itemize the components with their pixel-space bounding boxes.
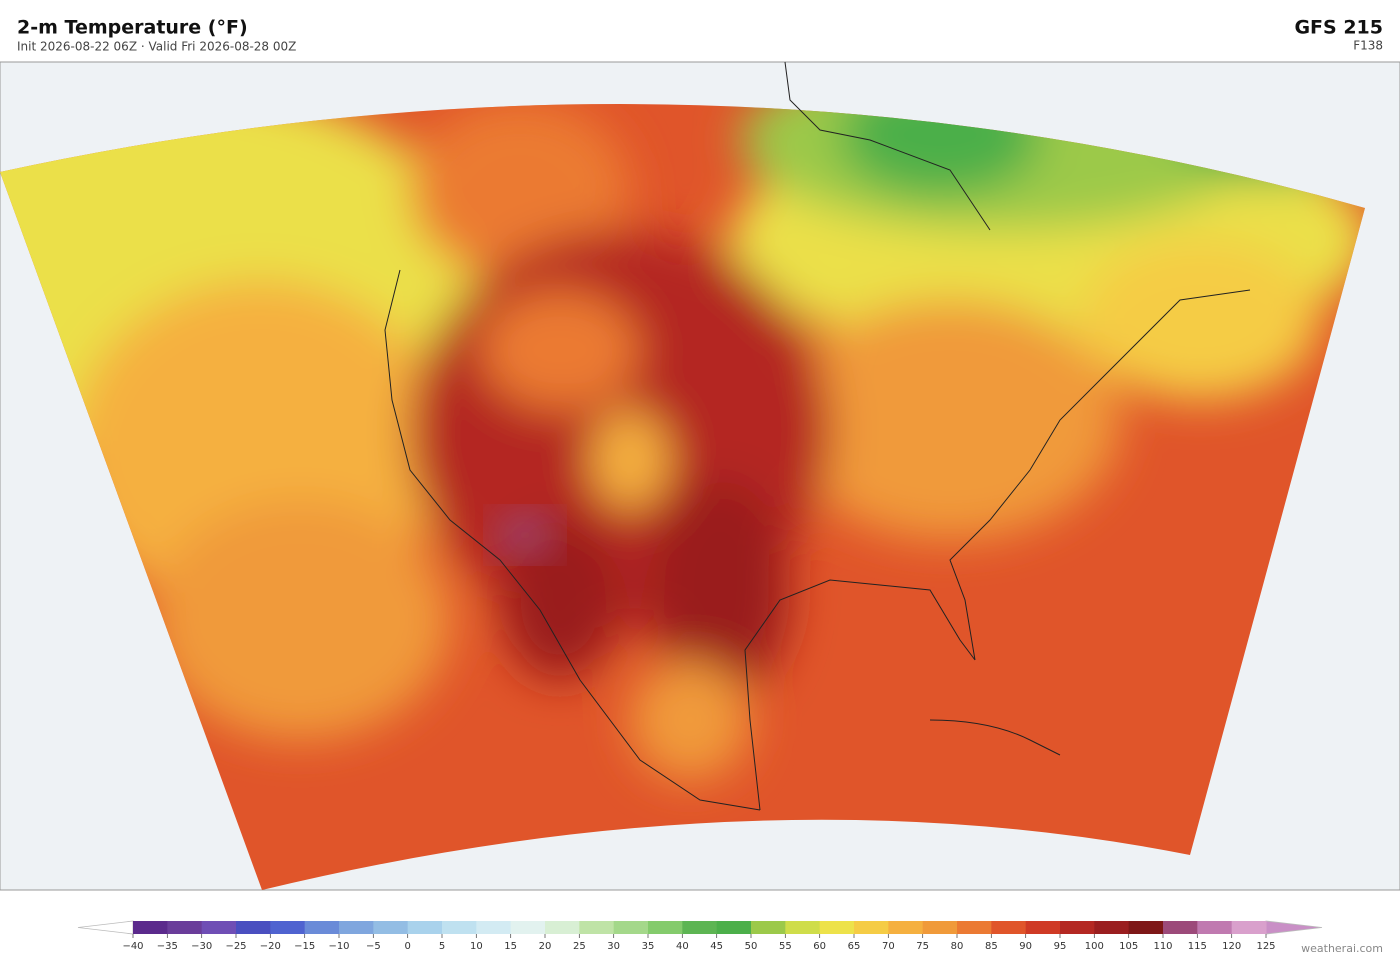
- forecast-hour: F138: [1353, 39, 1383, 53]
- coastlines: [384, 61, 1251, 811]
- colorbar-tick-label: 90: [1019, 941, 1032, 952]
- colorbar-under: [77, 920, 134, 935]
- watermark: weatherai.com: [1301, 942, 1383, 955]
- colorbar-bin: [236, 921, 271, 934]
- colorbar-bin: [1197, 921, 1233, 934]
- colorbar-bin: [1060, 921, 1095, 934]
- colorbar-tick-label: 75: [916, 941, 929, 952]
- colorbar-bin: [819, 921, 855, 934]
- colorbar-bin: [304, 921, 340, 934]
- colorbar-tick-label: 120: [1222, 941, 1241, 952]
- colorbar-tick-label: 80: [951, 941, 964, 952]
- colorbar-tick-label: 85: [985, 941, 998, 952]
- map-title: 2-m Temperature (°F): [17, 17, 248, 39]
- colorbar-bin: [201, 921, 237, 934]
- colorbar-tick-label: 100: [1085, 941, 1104, 952]
- map: [0, 61, 1400, 891]
- colorbar-tick-label: 110: [1153, 941, 1172, 952]
- colorbar-over: [1265, 920, 1323, 935]
- colorbar-tick-label: 55: [779, 941, 792, 952]
- colorbar-bin: [1128, 921, 1164, 934]
- colorbar-tick-label: −30: [191, 941, 212, 952]
- colorbar-tick-label: 70: [882, 941, 895, 952]
- colorbar-bin: [888, 921, 924, 934]
- colorbar-bin: [682, 921, 718, 934]
- colorbar-tick-label: 60: [813, 941, 826, 952]
- colorbar-bin: [579, 921, 615, 934]
- colorbar-tick-label: 5: [439, 941, 445, 952]
- colorbar-bin: [407, 921, 443, 934]
- colorbar-tick-label: 30: [607, 941, 620, 952]
- colorbar-bin: [751, 921, 786, 934]
- colorbar-tick-label: −15: [294, 941, 315, 952]
- colorbar-tick-label: −20: [260, 941, 281, 952]
- colorbar-tick-label: 50: [745, 941, 758, 952]
- colorbar-tick-label: 40: [676, 941, 689, 952]
- colorbar-tick-label: 10: [470, 941, 483, 952]
- colorbar-bin: [339, 921, 374, 934]
- colorbar-bin: [510, 921, 546, 934]
- colorbar-bin: [957, 921, 992, 934]
- colorbar-bin: [648, 921, 683, 934]
- colorbar-tick-label: 45: [710, 941, 723, 952]
- colorbar-tick-label: 65: [848, 941, 861, 952]
- colorbar-tick-label: −25: [225, 941, 246, 952]
- colorbar-bin: [1231, 921, 1267, 934]
- colorbar-tick-label: 125: [1256, 941, 1275, 952]
- colorbar-tick-label: 95: [1054, 941, 1067, 952]
- colorbar-tick-label: −40: [122, 941, 143, 952]
- colorbar-tick-label: 20: [539, 941, 552, 952]
- colorbar-tick-label: 25: [573, 941, 586, 952]
- colorbar-bin: [270, 921, 306, 934]
- colorbar-tick-label: 0: [404, 941, 410, 952]
- colorbar-bin: [476, 921, 512, 934]
- colorbar-tick-label: −5: [366, 941, 381, 952]
- colorbar-bin: [167, 921, 203, 934]
- colorbar-bin: [442, 921, 477, 934]
- colorbar-bin: [1094, 921, 1130, 934]
- temperature-field: [0, 104, 1365, 890]
- colorbar: −40 −35 −30 −25 −20 −15 −10 −5 0 5 10 15 20 25 30 35 40 4…: [77, 920, 1323, 952]
- colorbar-bin: [991, 921, 1027, 934]
- colorbar-tick-label: 115: [1188, 941, 1207, 952]
- colorbar-bin: [1025, 921, 1061, 934]
- colorbar-bin: [133, 921, 168, 934]
- colorbar-bin: [1163, 921, 1198, 934]
- colorbar-bin: [785, 921, 821, 934]
- colorbar-tick-label: 15: [504, 941, 517, 952]
- model-name: GFS 215: [1294, 17, 1383, 39]
- colorbar-tick-label: −10: [328, 941, 349, 952]
- colorbar-bin: [545, 921, 580, 934]
- colorbar-tick-label: 35: [642, 941, 655, 952]
- colorbar-bin: [613, 921, 649, 934]
- map-subtitle: Init 2026-08-22 06Z · Valid Fri 2026-08-…: [17, 40, 296, 54]
- colorbar-tick-label: −35: [157, 941, 178, 952]
- colorbar-bin: [854, 921, 889, 934]
- colorbar-tick-label: 105: [1119, 941, 1138, 952]
- colorbar-bin: [922, 921, 958, 934]
- colorbar-bin: [716, 921, 752, 934]
- colorbar-bin: [373, 921, 409, 934]
